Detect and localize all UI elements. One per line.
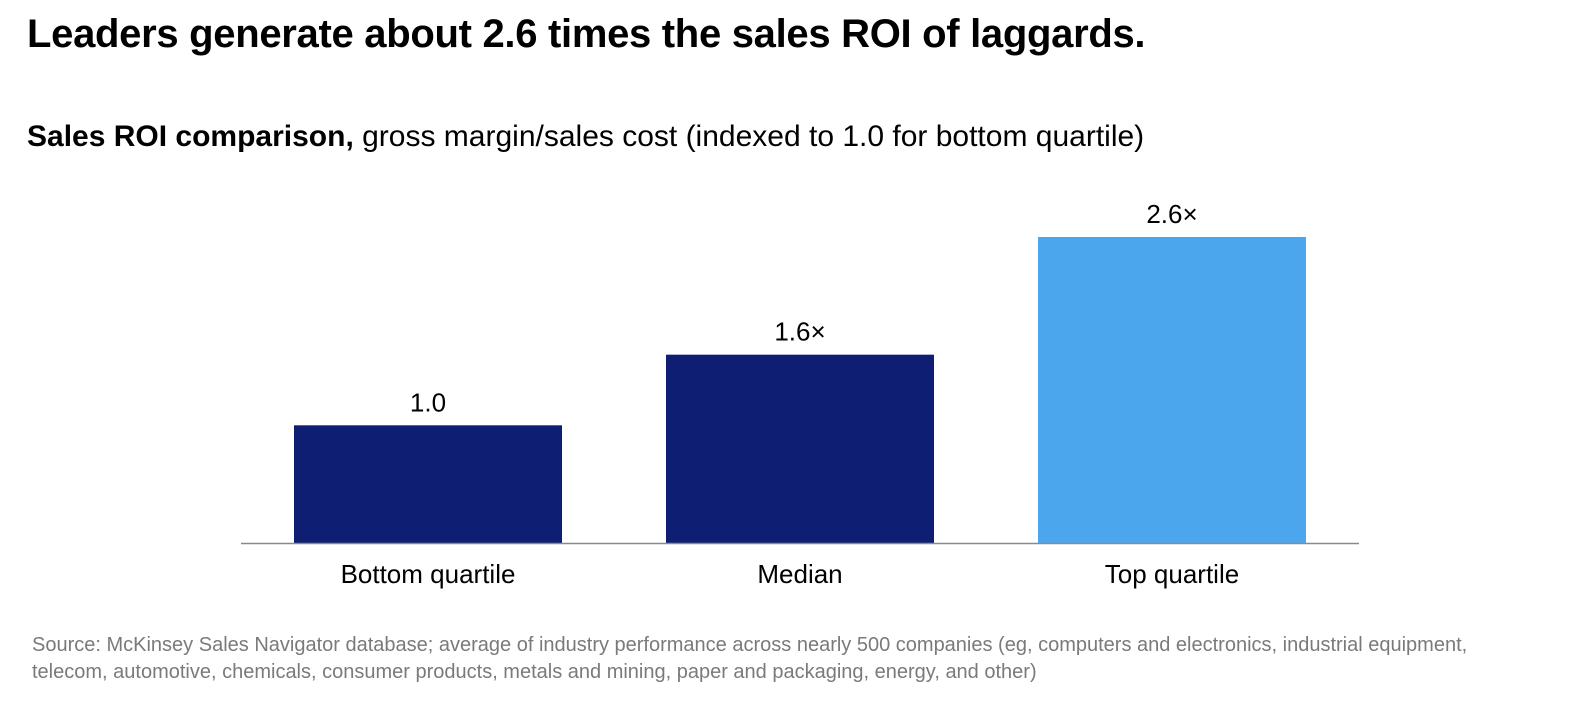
bar-group	[294, 236, 1306, 544]
bar-top-quartile	[1038, 236, 1306, 544]
category-label: Top quartile	[1105, 559, 1239, 589]
chart-subtitle-normal: gross margin/sales cost (indexed to 1.0 …	[353, 120, 1145, 153]
category-label: Bottom quartile	[341, 559, 516, 589]
value-label-group: 1.0 1.6× 2.6×	[410, 199, 1198, 417]
chart-subtitle-bold: Sales ROI comparison,	[27, 120, 354, 153]
bar-chart: 1.0 1.6× 2.6× Bottom quartile Median Top qua…	[241, 199, 1359, 589]
value-label: 1.0	[410, 387, 446, 417]
value-label: 2.6×	[1146, 199, 1197, 229]
source-note: Source: McKinsey Sales Navigator databas…	[32, 634, 1468, 683]
category-label-group: Bottom quartile Median Top quartile	[341, 559, 1240, 589]
bar-bottom-quartile	[294, 425, 562, 543]
chart-subtitle: Sales ROI comparison, gross margin/sales…	[27, 120, 1144, 154]
value-label: 1.6×	[774, 317, 825, 347]
category-label: Median	[757, 559, 842, 589]
chart-headline: Leaders generate about 2.6 times the sal…	[27, 12, 1146, 56]
bar-median	[666, 354, 934, 543]
